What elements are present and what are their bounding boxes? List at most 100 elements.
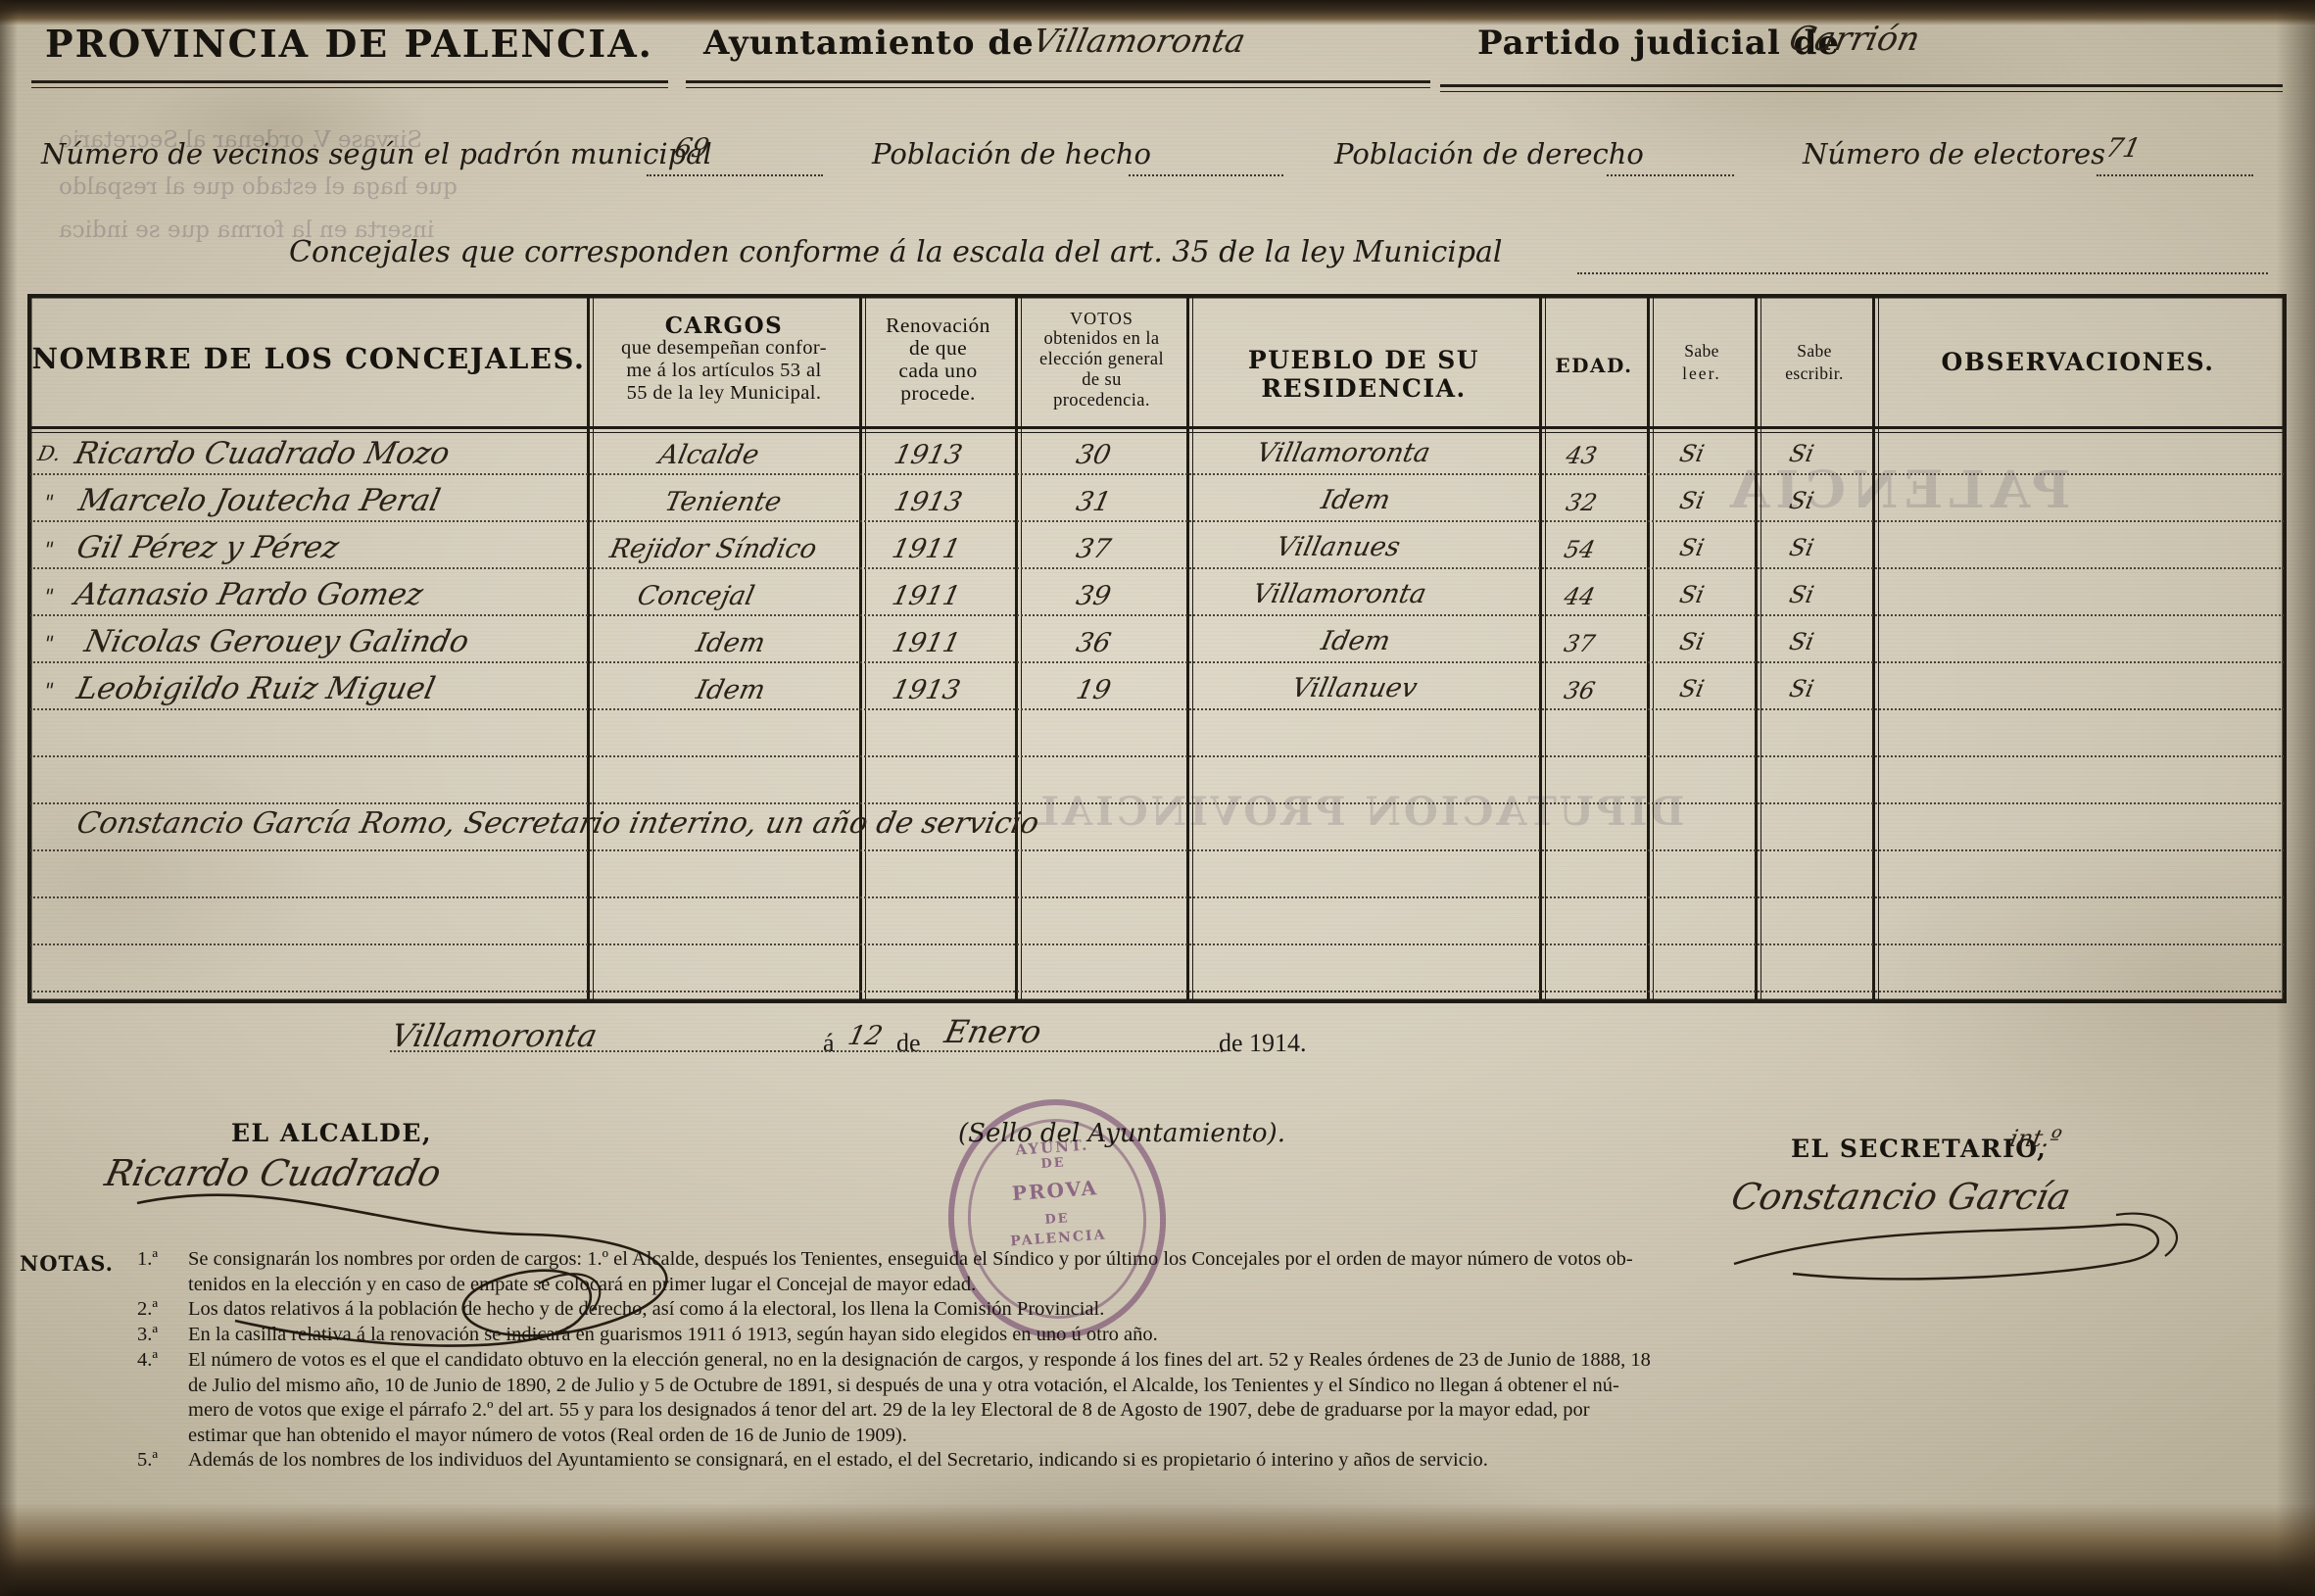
page-edge-left (0, 0, 18, 1596)
row-cargo: Rejidor Síndico (606, 534, 820, 564)
ayuntamiento-rule (686, 80, 1430, 88)
poblacion-derecho-dotline (1607, 174, 1734, 176)
note-number: 2.ª (137, 1298, 159, 1320)
note-line: Se consignarán los nombres por orden de … (188, 1248, 1633, 1270)
row-guide (30, 614, 2284, 616)
signature-place: Villamoronta (387, 1017, 602, 1054)
row-pueblo: Idem (1318, 626, 1393, 656)
vecinos-label: Número de vecinos según el padrón munici… (41, 137, 712, 170)
partido-judicial-value: Carrión (1785, 20, 1924, 59)
note-item-3: 3.ª En la casilla relativa á la renovació… (137, 1323, 2292, 1348)
concejales-table: NOMBRE DE LOS CONCEJALES. CARGOS que des… (27, 294, 2287, 1003)
row-cargo: Idem (693, 675, 768, 705)
concejales-escala-dotline (1577, 272, 2268, 274)
row-nombre: Leobigildo Ruiz Miguel (73, 671, 439, 706)
row-prefix: " (41, 538, 57, 561)
note-line: En la casilla relativa á la renovación s… (188, 1324, 1158, 1345)
row-guide (30, 943, 2284, 945)
row-guide (30, 896, 2284, 898)
notes-heading: NOTAS. (20, 1251, 114, 1276)
row-edad: 37 (1562, 630, 1598, 657)
signature-dotline (390, 1050, 1223, 1052)
ayuntamiento-value: Villamoronta (1029, 22, 1249, 60)
page-edge-right (2276, 0, 2315, 1596)
row-cargo: Teniente (661, 487, 785, 517)
signature-de-label: de (896, 1029, 921, 1057)
row-sabe-leer: Si (1677, 628, 1708, 655)
page-edge-top (0, 0, 2315, 25)
row-nombre: Marcelo Joutecha Peral (75, 483, 444, 518)
alcalde-signature: Ricardo Cuadrado (101, 1152, 446, 1194)
secretario-signature: Constancio García (1727, 1176, 2075, 1218)
row-guide (30, 849, 2284, 851)
row-nombre: Nicolas Gerouey Galindo (81, 624, 472, 659)
row-edad: 43 (1564, 442, 1600, 469)
col-header-pueblo: PUEBLO DE SU RESIDENCIA. (1247, 346, 1480, 403)
partido-judicial-rule (1440, 84, 2283, 92)
row-sabe-escribir: Si (1787, 581, 1817, 608)
row-prefix: " (41, 585, 57, 608)
poblacion-derecho-label: Población de derecho (1334, 137, 1644, 170)
row-votos: 36 (1073, 628, 1114, 658)
row-renovacion: 1913 (891, 487, 966, 517)
row-guide (30, 991, 2284, 992)
col-sep-5 (1539, 297, 1546, 1000)
col-sep-2 (859, 297, 866, 1000)
col-sep-4 (1186, 297, 1193, 1000)
row-edad: 54 (1562, 536, 1598, 563)
row-votos: 19 (1073, 675, 1114, 705)
row-guide (30, 520, 2284, 522)
alcalde-label: EL ALCALDE, (231, 1119, 433, 1147)
col-sep-3 (1015, 297, 1022, 1000)
row-cargo: Concejal (634, 581, 757, 611)
row-sabe-leer: Si (1677, 534, 1708, 561)
signature-year: de 1914. (1219, 1029, 1307, 1057)
bleedthrough-text-b: que haga el estado que al respaldo (59, 174, 458, 200)
row-renovacion: 1913 (889, 675, 964, 705)
row-renovacion: 1913 (891, 440, 966, 470)
signature-month: Enero (940, 1013, 1045, 1050)
note-line: estimar que han obtenido el mayor número… (188, 1424, 907, 1446)
row-nombre: Gil Pérez y Pérez (73, 530, 343, 565)
row-cargo: Alcalde (655, 440, 762, 470)
row-pueblo: Villamoronta (1253, 438, 1433, 468)
row-pueblo: Idem (1318, 485, 1393, 515)
page-edge-bottom (0, 1503, 2315, 1596)
vecinos-dotline (647, 174, 823, 176)
note-line: tenidos en la elección y en caso de empa… (188, 1273, 977, 1295)
col-sep-7 (1755, 297, 1761, 1000)
col-sep-6 (1647, 297, 1654, 1000)
row-nombre: Ricardo Cuadrado Mozo (72, 436, 454, 471)
row-guide (30, 802, 2284, 804)
col-header-edad: EDAD. (1555, 354, 1633, 377)
row-prefix: D. (35, 442, 64, 465)
row-sabe-escribir: Si (1787, 675, 1817, 702)
row-guide (30, 755, 2284, 757)
province-rule (31, 80, 668, 88)
col-header-votos: VOTOS obtenidos en la elección general d… (1038, 309, 1165, 411)
note-item-4: 4.ª El número de votos es el que el candi… (137, 1348, 2312, 1448)
electores-dotline (2097, 174, 2253, 176)
secretario-label-suffix: int.º (2007, 1125, 2064, 1152)
note-number: 5.ª (137, 1449, 159, 1471)
row-guide (30, 708, 2284, 710)
province-title: PROVINCIA DE PALENCIA. (45, 22, 653, 66)
row-votos: 39 (1073, 581, 1114, 611)
col-sep-8 (1872, 297, 1879, 1000)
electores-label: Número de electores (1803, 137, 2106, 170)
row-renovacion: 1911 (889, 628, 964, 658)
row-pueblo: Villanues (1273, 532, 1403, 562)
row-sabe-escribir: Si (1787, 440, 1817, 467)
note-line: El número de votos es el que el candidat… (188, 1349, 1651, 1371)
note-line: Además de los nombres de los individuos … (188, 1449, 1488, 1471)
col-header-cargos: CARGOS que desempeñan confor- me á los a… (621, 313, 827, 404)
row-guide (30, 473, 2284, 475)
signature-day: 12 (844, 1021, 886, 1051)
note-number: 1.ª (137, 1248, 159, 1270)
row-sabe-escribir: Si (1787, 534, 1817, 561)
concejales-escala-label: Concejales que corresponden conforme á l… (289, 235, 1503, 269)
row-sabe-escribir: Si (1787, 628, 1817, 655)
note-line: de Julio del mismo año, 10 de Junio de 1… (188, 1374, 1619, 1396)
row-sabe-leer: Si (1677, 675, 1708, 702)
